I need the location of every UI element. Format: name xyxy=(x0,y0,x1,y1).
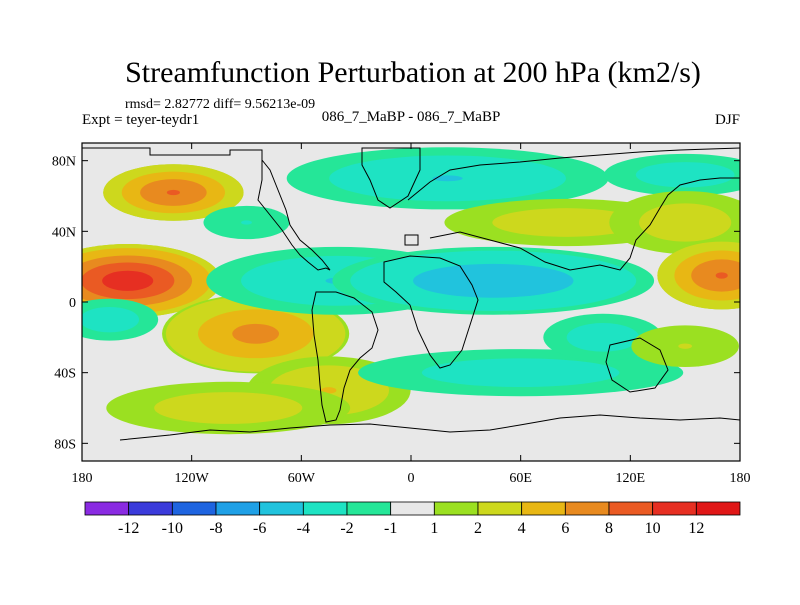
stats-text: rmsd= 2.82772 diff= 9.56213e-09 xyxy=(125,97,315,112)
y-tick-label: 80S xyxy=(54,437,76,452)
colorbar: -12 -10 -8 -6 -4 -2 -1 1 2 4 6 8 10 12 xyxy=(84,501,741,537)
colorbar-label: 8 xyxy=(605,520,613,537)
colorbar-swatch xyxy=(564,501,610,516)
contour-fill xyxy=(639,203,732,242)
y-axis: 80N 40N 0 40S 80S xyxy=(52,155,740,452)
contour-fill xyxy=(566,323,640,352)
contour-fill xyxy=(635,162,735,188)
coastline-antarctica xyxy=(119,414,740,441)
colorbar-label: 1 xyxy=(430,520,438,537)
x-tick-label: 120W xyxy=(175,471,210,486)
contour-fill xyxy=(321,387,337,394)
colorbar-label: -10 xyxy=(162,520,183,537)
colorbar-label: 4 xyxy=(518,520,526,537)
y-tick-label: 40N xyxy=(52,225,76,240)
coastlines xyxy=(82,147,740,441)
coastline-australia xyxy=(605,337,669,393)
coastline-north-america xyxy=(82,147,331,271)
south-central-pacific-low xyxy=(82,298,159,341)
streamfunction-field xyxy=(82,143,740,461)
colorbar-label: -2 xyxy=(340,520,353,537)
colorbar-label: 2 xyxy=(474,520,482,537)
contour-fill xyxy=(715,272,728,279)
case-label: 086_7_MaBP - 086_7_MaBP xyxy=(322,109,501,125)
colorbar-label: -1 xyxy=(384,520,397,537)
colorbar-label: -8 xyxy=(209,520,222,537)
colorbar-swatch xyxy=(608,501,654,516)
colorbar-swatch xyxy=(215,501,261,516)
north-pacific-west-positive xyxy=(609,191,740,254)
x-tick-label: 0 xyxy=(408,471,415,486)
season-label: DJF xyxy=(715,112,740,128)
colorbar-swatch xyxy=(695,501,741,516)
southeast-pacific-positive xyxy=(106,381,351,435)
colorbar-label: 12 xyxy=(688,520,704,537)
x-tick-label: 60W xyxy=(288,471,316,486)
contour-fill xyxy=(432,175,463,182)
indian-ocean-low xyxy=(332,246,655,315)
y-tick-label: 40S xyxy=(54,367,76,382)
y-tick-label: 80N xyxy=(52,155,76,170)
contour-fill xyxy=(232,323,280,344)
colorbar-label: 10 xyxy=(645,520,661,537)
contour-fill xyxy=(154,392,303,424)
colorbar-label: -6 xyxy=(253,520,266,537)
contour-fill xyxy=(492,208,641,237)
north-pacific-high xyxy=(103,164,244,221)
x-tick-label: 180 xyxy=(730,471,751,486)
colorbar-label: -12 xyxy=(118,520,139,537)
contour-fill xyxy=(241,220,252,225)
x-tick-label: 180 xyxy=(72,471,93,486)
arctic-siberia-low xyxy=(603,153,740,196)
contour-fill xyxy=(691,259,740,292)
coastline-greenland xyxy=(361,147,421,209)
colorbar-swatch xyxy=(346,501,392,516)
x-tick-label: 120E xyxy=(616,471,646,486)
coastline-eurasia xyxy=(404,147,740,271)
contour-fill xyxy=(678,343,693,349)
dateline-tropical-high xyxy=(657,241,740,310)
y-tick-label: 0 xyxy=(69,296,76,311)
colorbar-label: 6 xyxy=(561,520,569,537)
colorbar-swatch xyxy=(171,501,217,516)
colorbar-swatch xyxy=(477,501,523,516)
colorbar-swatch xyxy=(433,501,479,516)
colorbar-swatch xyxy=(390,501,435,516)
colorbar-swatch xyxy=(259,501,304,516)
chart-title: Streamfunction Perturbation at 200 hPa (… xyxy=(125,56,701,89)
contour-fill xyxy=(421,358,620,387)
contour-fill xyxy=(102,270,154,291)
coastline-africa xyxy=(383,255,479,369)
colorbar-label: -4 xyxy=(297,520,310,537)
experiment-label: Expt = teyer-teydr1 xyxy=(82,112,199,128)
colorbar-swatch xyxy=(652,501,697,516)
arctic-eurasia-low xyxy=(286,147,609,210)
x-axis: 180 120W 60W 0 60E 120E 180 xyxy=(72,143,751,486)
x-tick-label: 60E xyxy=(509,471,532,486)
colorbar-swatch xyxy=(302,501,348,516)
contour-fill xyxy=(413,263,574,298)
colorbar-swatch xyxy=(128,501,173,516)
south-pacific-high xyxy=(162,294,350,374)
contour-fill xyxy=(166,189,180,196)
coastline-south-america xyxy=(311,291,379,423)
southwest-pacific-positive xyxy=(631,325,739,367)
north-america-low xyxy=(203,205,290,240)
colorbar-swatch xyxy=(521,501,566,516)
contour-fill xyxy=(82,306,140,333)
colorbar-swatch xyxy=(84,501,130,516)
